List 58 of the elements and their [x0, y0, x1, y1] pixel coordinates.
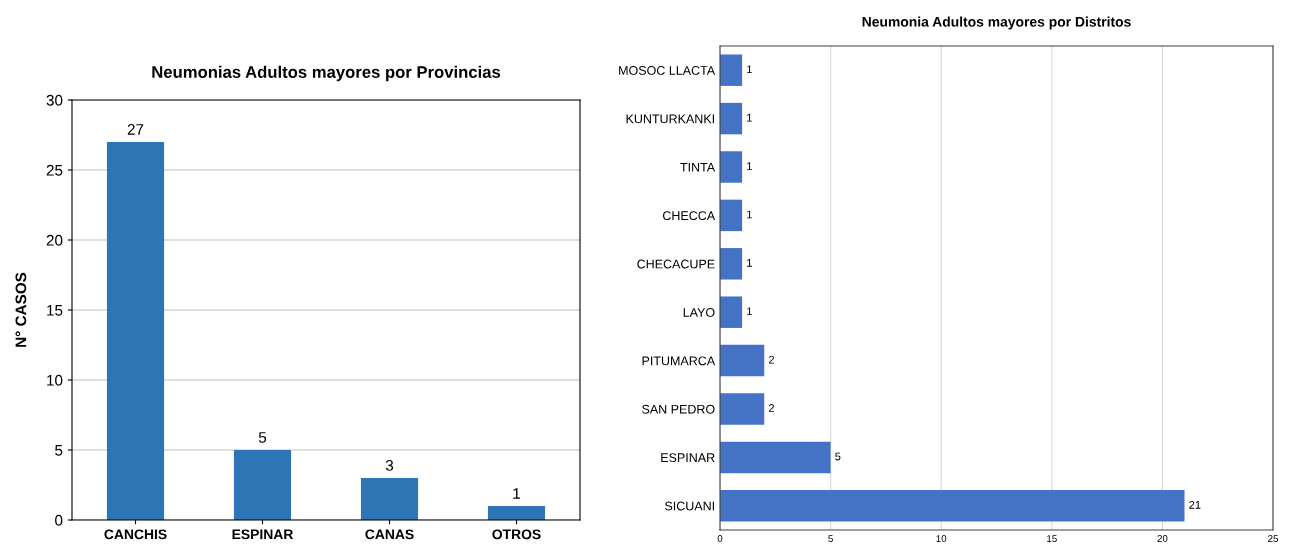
bar: [720, 199, 743, 232]
data-label: 2: [768, 404, 775, 412]
x-tick-label: 25: [1268, 535, 1278, 542]
data-label: 1: [747, 65, 752, 74]
bar: [720, 393, 765, 425]
y-tick-label: LAYO: [683, 308, 715, 317]
bar: [720, 54, 743, 86]
bar: [360, 478, 419, 520]
bar: [720, 102, 743, 135]
bar: [487, 506, 546, 520]
x-tick-label: 20: [1157, 535, 1168, 542]
y-tick-label: CHECCA: [662, 211, 716, 221]
bar: [720, 296, 743, 328]
bar: [720, 151, 743, 183]
x-tick-label: CANAS: [365, 529, 414, 540]
data-label: 1: [747, 307, 752, 316]
data-label: 2: [768, 355, 775, 364]
y-tick-label: KUNTURKANKI: [626, 114, 714, 124]
data-label: 1: [747, 162, 752, 170]
y-tick-label: CHECACUPE: [637, 259, 715, 269]
y-tick-label: 5: [55, 445, 63, 456]
y-tick-label: SICUANI: [665, 501, 714, 511]
y-tick-label: ESPINAR: [661, 453, 715, 463]
x-tick-label: 10: [936, 535, 947, 542]
x-tick-label: 5: [828, 535, 833, 542]
x-tick-label: 0: [717, 535, 723, 542]
data-label: 1: [513, 488, 520, 499]
bar: [106, 142, 165, 520]
bar: [233, 450, 292, 520]
x-tick-label: 15: [1047, 535, 1057, 542]
bar: [720, 490, 1185, 522]
bar: [720, 344, 765, 377]
data-label: 5: [835, 452, 841, 461]
y-axis-title: N° CASOS: [15, 272, 27, 347]
data-label: 27: [127, 124, 144, 135]
y-tick-label: 10: [47, 374, 63, 386]
data-label: 3: [385, 459, 394, 471]
x-tick-label: CANCHIS: [104, 529, 167, 540]
y-tick-label: 20: [46, 234, 63, 246]
y-tick-label: SAN PEDRO: [642, 404, 715, 414]
data-label: 1: [747, 210, 752, 219]
y-tick-label: TINTA: [680, 162, 716, 172]
x-tick-label: ESPINAR: [232, 529, 294, 540]
chart-title: Neumonias Adultos mayores por Provincias: [152, 65, 501, 82]
y-tick-label: 25: [46, 164, 63, 176]
bar: [720, 441, 831, 474]
chart-title: Neumonia Adultos mayores por Distritos: [862, 16, 1131, 30]
y-tick-label: MOSOC LLACTA: [619, 66, 716, 75]
data-label: 1: [747, 113, 752, 122]
bar: [720, 248, 743, 280]
y-tick-label: 15: [47, 305, 63, 316]
data-label: 21: [1189, 500, 1201, 509]
y-tick-label: PITUMARCA: [642, 356, 716, 366]
x-tick-label: OTROS: [492, 529, 541, 540]
y-tick-label: 30: [46, 94, 63, 106]
data-label: 5: [258, 432, 267, 443]
data-label: 1: [747, 259, 752, 267]
y-tick-label: 0: [55, 514, 63, 526]
